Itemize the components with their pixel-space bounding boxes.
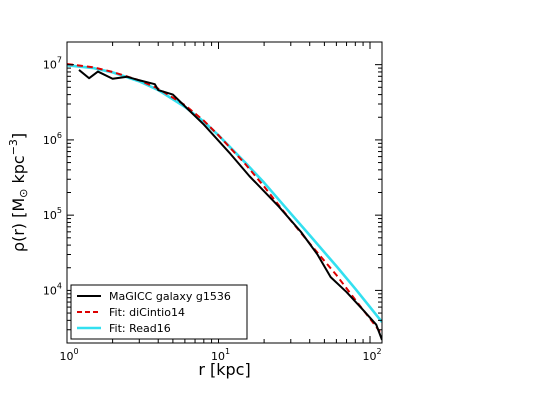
y-axis-title-main: ρ(r) [M — [9, 198, 28, 252]
y-tick-label-exp: 7 — [57, 56, 62, 65]
y-axis-title-close: ] — [9, 133, 28, 139]
series-line-2 — [67, 64, 382, 323]
x-tick-label-base: 10 — [59, 350, 73, 363]
x-tick-label: 100 — [59, 347, 78, 363]
legend-entry-magicc: MaGICC galaxy g1536 — [109, 290, 231, 303]
x-tick-label-exp: 2 — [376, 347, 381, 356]
y-axis-title-kpc: kpc — [9, 155, 28, 188]
y-tick-label-base: 10 — [43, 209, 57, 222]
x-tick-label-base: 10 — [211, 350, 225, 363]
legend-box — [70, 284, 248, 340]
y-tick-label-base: 10 — [43, 134, 57, 147]
y-tick-label-exp: 5 — [57, 206, 62, 215]
x-tick-label: 102 — [362, 347, 381, 363]
x-tick-label: 101 — [211, 347, 230, 363]
y-tick-label-base: 10 — [43, 284, 57, 297]
y-tick-label-base: 10 — [43, 59, 57, 72]
y-tick-label: 107 — [43, 56, 62, 72]
y-tick-label-exp: 6 — [57, 131, 62, 140]
y-axis-title-exp: −3 — [7, 139, 20, 155]
x-tick-label-exp: 0 — [73, 347, 78, 356]
legend-entry-read16: Fit: Read16 — [109, 322, 171, 335]
series-layer — [67, 63, 382, 341]
x-tick-label-base: 10 — [362, 350, 376, 363]
y-tick-label: 106 — [43, 131, 62, 147]
y-axis-title-sun: ⊙ — [17, 189, 30, 198]
x-tick-label-exp: 1 — [225, 347, 230, 356]
y-tick-label-exp: 4 — [57, 281, 62, 290]
legend: MaGICC galaxy g1536 Fit: diCintio14 Fit:… — [70, 284, 248, 340]
y-tick-label: 105 — [43, 206, 62, 222]
y-tick-label: 104 — [43, 281, 62, 297]
series-line-0 — [78, 69, 382, 341]
x-axis-title: r [kpc] — [198, 360, 250, 379]
y-axis-title: ρ(r) [M⊙ kpc−3] — [7, 133, 30, 252]
legend-entry-dicintio14: Fit: diCintio14 — [109, 306, 185, 319]
